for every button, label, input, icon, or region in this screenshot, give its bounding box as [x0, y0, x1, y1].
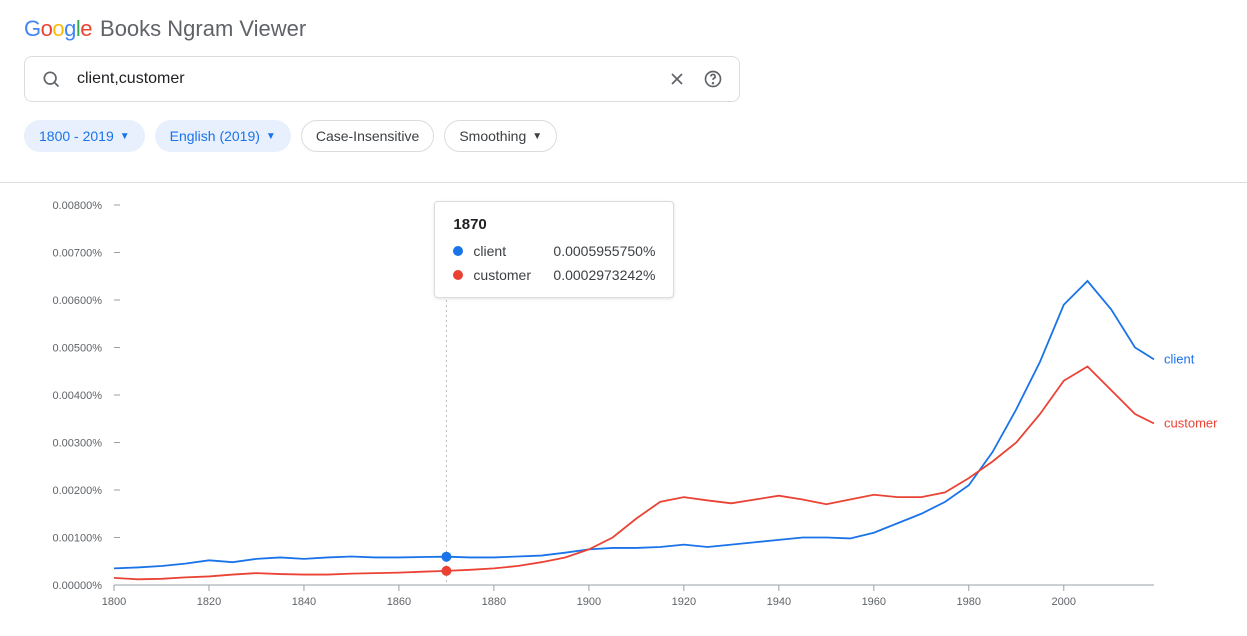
caret-down-icon: ▼ [266, 131, 276, 142]
chip-smoothing[interactable]: Smoothing ▼ [444, 120, 557, 152]
y-tick-label: 0.00700% [52, 248, 102, 260]
y-tick-label: 0.00100% [52, 533, 102, 545]
x-tick-label: 1960 [862, 596, 886, 608]
chip-label: 1800 - 2019 [39, 128, 114, 144]
caret-down-icon: ▼ [532, 131, 542, 142]
chart-tooltip: 1870 client 0.0005955750% customer 0.000297… [434, 201, 674, 298]
search-input[interactable] [75, 69, 653, 89]
tooltip-swatch [453, 246, 463, 256]
tooltip-row: client 0.0005955750% [453, 243, 655, 259]
hover-marker-client [441, 552, 451, 562]
y-tick-label: 0.00800% [52, 200, 102, 212]
y-tick-label: 0.00500% [52, 343, 102, 355]
x-tick-label: 1940 [767, 596, 791, 608]
y-tick-label: 0.00400% [52, 390, 102, 402]
chip-case-insensitive[interactable]: Case-Insensitive [301, 120, 435, 152]
x-tick-label: 1980 [957, 596, 981, 608]
search-icon [39, 67, 63, 91]
clear-icon[interactable] [665, 67, 689, 91]
tooltip-value: 0.0002973242% [553, 267, 655, 283]
tooltip-label: customer [473, 267, 543, 283]
y-tick-label: 0.00000% [52, 580, 102, 592]
header: Google Books Ngram Viewer 1800 - 2019 [0, 0, 1247, 164]
series-label-client: client [1164, 351, 1195, 366]
tooltip-title: 1870 [453, 216, 655, 233]
chart-container: 0.00000% 0.00100% 0.00200% 0.00300% 0.00400%… [0, 183, 1247, 625]
x-tick-label: 1840 [292, 596, 316, 608]
x-tick-label: 1900 [577, 596, 601, 608]
tooltip-row: customer 0.0002973242% [453, 267, 655, 283]
tooltip-label: client [473, 243, 543, 259]
chip-corpus[interactable]: English (2019) ▼ [155, 120, 291, 152]
logo-row: Google Books Ngram Viewer [24, 16, 1223, 42]
chip-date-range[interactable]: 1800 - 2019 ▼ [24, 120, 145, 152]
chip-label: English (2019) [170, 128, 260, 144]
y-tick-label: 0.00300% [52, 438, 102, 450]
y-tick-label: 0.00200% [52, 485, 102, 497]
series-line-client[interactable] [114, 281, 1154, 568]
google-logo: Google [24, 16, 92, 42]
x-tick-label: 2000 [1052, 596, 1076, 608]
filter-chips: 1800 - 2019 ▼ English (2019) ▼ Case-Inse… [24, 120, 1223, 152]
search-bar[interactable] [24, 56, 740, 102]
chip-label: Smoothing [459, 128, 526, 144]
tooltip-swatch [453, 270, 463, 280]
y-tick-label: 0.00600% [52, 295, 102, 307]
hover-marker-customer [441, 566, 451, 576]
chip-label: Case-Insensitive [316, 128, 420, 144]
series-label-customer: customer [1164, 416, 1218, 431]
x-tick-label: 1920 [672, 596, 696, 608]
caret-down-icon: ▼ [120, 131, 130, 142]
x-tick-label: 1880 [482, 596, 506, 608]
help-icon[interactable] [701, 67, 725, 91]
x-tick-label: 1860 [387, 596, 411, 608]
product-name: Books Ngram Viewer [100, 16, 306, 42]
x-tick-label: 1820 [197, 596, 221, 608]
tooltip-value: 0.0005955750% [553, 243, 655, 259]
x-tick-label: 1800 [102, 596, 126, 608]
